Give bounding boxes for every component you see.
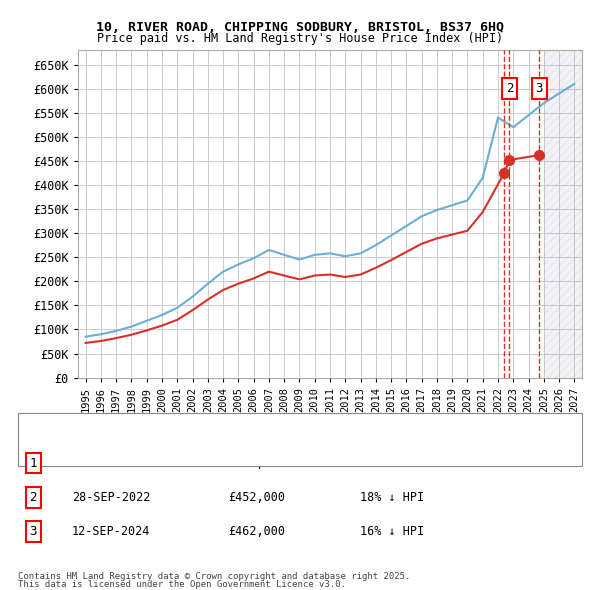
Text: 3: 3: [29, 525, 37, 538]
Text: 27-MAY-2022: 27-MAY-2022: [72, 457, 151, 470]
Text: 2: 2: [506, 82, 513, 95]
Text: £452,000: £452,000: [228, 491, 285, 504]
Text: 1: 1: [29, 457, 37, 470]
Text: 12-SEP-2024: 12-SEP-2024: [72, 525, 151, 538]
Legend: 10, RIVER ROAD, CHIPPING SODBURY, BRISTOL, BS37 6HQ (detached house), HPI: Avera: 10, RIVER ROAD, CHIPPING SODBURY, BRISTO…: [68, 418, 532, 452]
Text: 28-SEP-2022: 28-SEP-2022: [72, 491, 151, 504]
Text: Contains HM Land Registry data © Crown copyright and database right 2025.: Contains HM Land Registry data © Crown c…: [18, 572, 410, 581]
Text: 10, RIVER ROAD, CHIPPING SODBURY, BRISTOL, BS37 6HQ: 10, RIVER ROAD, CHIPPING SODBURY, BRISTO…: [96, 21, 504, 34]
Text: 2: 2: [29, 491, 37, 504]
Text: 18% ↓ HPI: 18% ↓ HPI: [360, 491, 424, 504]
Text: £425,000: £425,000: [228, 457, 285, 470]
Bar: [544, 50, 582, 378]
Text: £462,000: £462,000: [228, 525, 285, 538]
Text: This data is licensed under the Open Government Licence v3.0.: This data is licensed under the Open Gov…: [18, 580, 346, 589]
Text: Price paid vs. HM Land Registry's House Price Index (HPI): Price paid vs. HM Land Registry's House …: [97, 32, 503, 45]
Text: 20% ↓ HPI: 20% ↓ HPI: [360, 457, 424, 470]
Text: 3: 3: [535, 82, 543, 95]
Text: 16% ↓ HPI: 16% ↓ HPI: [360, 525, 424, 538]
